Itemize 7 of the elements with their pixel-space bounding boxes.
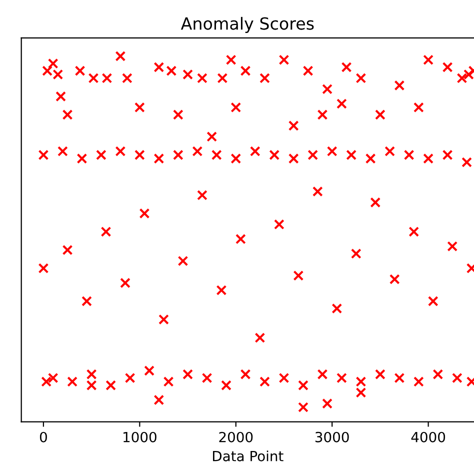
x-axis-title: Data Point — [213, 450, 284, 462]
x-tick-label: 0 — [40, 432, 47, 442]
x-tick-label: 2000 — [219, 432, 253, 442]
x-tick-label: 3000 — [315, 432, 349, 442]
x-tick-label: 4000 — [411, 432, 446, 442]
chart-title: Anomaly Scores — [180, 16, 314, 34]
x-tick-label: 1000 — [124, 432, 156, 442]
